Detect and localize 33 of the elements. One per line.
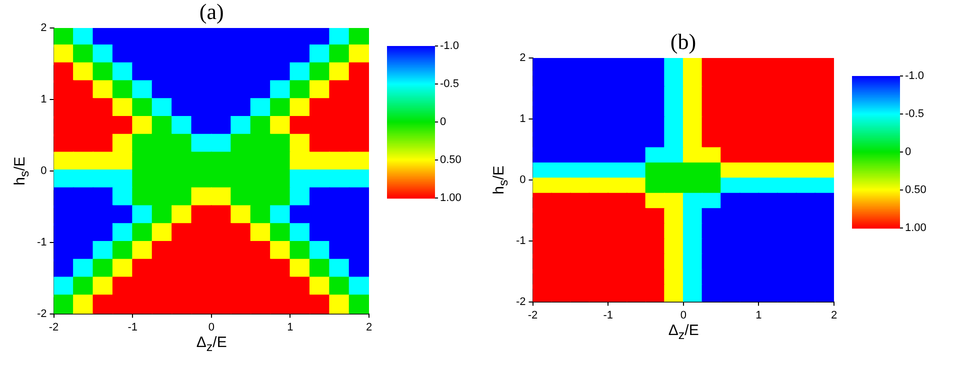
x-tick-label: 2 [830, 309, 838, 322]
y-tick-label: 1 [520, 112, 526, 125]
x-tick-label: -2 [48, 321, 59, 334]
color-bar-label: -0.5 [440, 78, 459, 90]
color-bar-label: -1.0 [440, 40, 459, 52]
color-bar-label: 0 [905, 146, 912, 158]
color-bar-label: 0.50 [440, 154, 462, 166]
x-tick-label: 0 [208, 321, 214, 334]
y-tick-label: 1 [40, 93, 47, 106]
color-bar-label: -1.0 [905, 70, 924, 82]
color-bar-label: 0.50 [905, 184, 926, 196]
color-bar-label: 0 [440, 116, 446, 128]
y-tick-label: -2 [516, 296, 526, 308]
x-tick-label: 1 [756, 309, 762, 322]
x-tick-label: -2 [528, 309, 538, 322]
x-tick-label: -1 [603, 309, 613, 322]
x-tick-label: 1 [287, 321, 294, 334]
chart-title: (a) [199, 0, 224, 25]
y-tick-label: -1 [516, 234, 526, 247]
y-tick-label: 2 [520, 52, 526, 64]
x-tick-label: 0 [680, 309, 686, 322]
y-tick-label: 2 [40, 22, 47, 34]
chart-title: (b) [670, 29, 696, 55]
x-axis-title: Δ$_{z}$/E [196, 334, 227, 354]
y-tick-label: 0 [40, 164, 47, 177]
x-tick-label: 2 [366, 321, 372, 334]
x-tick-label: -1 [128, 321, 138, 334]
color-bar-label: -0.5 [905, 108, 924, 120]
y-tick-label: 0 [520, 174, 526, 186]
y-tick-label: -1 [37, 236, 47, 248]
color-bar-label: 1.00 [905, 222, 926, 234]
x-axis-title: Δ$_{z}$/E [668, 322, 699, 342]
color-bar-label: 1.00 [440, 192, 462, 204]
